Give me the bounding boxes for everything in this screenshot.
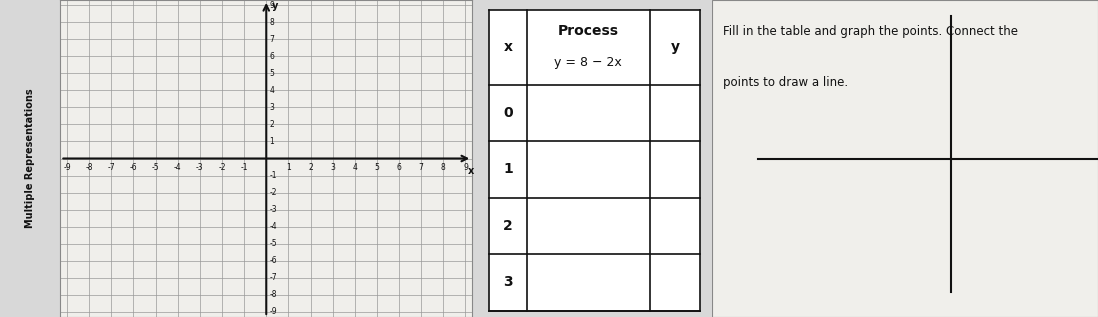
- Text: 2: 2: [309, 163, 313, 172]
- Text: 7: 7: [270, 35, 274, 44]
- Text: 9: 9: [463, 163, 468, 172]
- Text: -4: -4: [173, 163, 181, 172]
- Text: -1: -1: [270, 171, 277, 180]
- Text: 6: 6: [270, 52, 274, 61]
- Text: 5: 5: [374, 163, 380, 172]
- Text: -7: -7: [270, 273, 277, 282]
- Text: 1: 1: [270, 137, 274, 146]
- Text: 9: 9: [270, 1, 274, 10]
- Text: Fill in the table and graph the points. Connect the: Fill in the table and graph the points. …: [724, 25, 1018, 38]
- Text: -3: -3: [197, 163, 203, 172]
- Text: -6: -6: [130, 163, 137, 172]
- Text: -2: -2: [270, 188, 277, 197]
- Text: -9: -9: [64, 163, 71, 172]
- Text: 4: 4: [270, 86, 274, 95]
- Text: 3: 3: [503, 275, 513, 289]
- Text: 2: 2: [503, 219, 513, 233]
- Text: 1: 1: [285, 163, 291, 172]
- FancyBboxPatch shape: [712, 0, 1098, 317]
- Text: -9: -9: [270, 307, 277, 316]
- Text: points to draw a line.: points to draw a line.: [724, 76, 849, 89]
- Text: 3: 3: [270, 103, 274, 112]
- Text: -7: -7: [108, 163, 115, 172]
- Text: -8: -8: [270, 290, 277, 299]
- Text: -8: -8: [86, 163, 93, 172]
- Text: 5: 5: [270, 69, 274, 78]
- Text: x: x: [503, 40, 513, 54]
- Text: 7: 7: [418, 163, 424, 172]
- Text: y = 8 − 2x: y = 8 − 2x: [554, 56, 623, 69]
- Text: 6: 6: [396, 163, 402, 172]
- Text: 0: 0: [503, 106, 513, 120]
- Text: -5: -5: [152, 163, 159, 172]
- Text: 4: 4: [352, 163, 357, 172]
- Text: 1: 1: [503, 163, 513, 177]
- Text: 3: 3: [330, 163, 335, 172]
- Text: -6: -6: [270, 256, 277, 265]
- Text: -4: -4: [270, 222, 277, 231]
- Text: -5: -5: [270, 239, 277, 248]
- Text: Process: Process: [558, 23, 619, 38]
- Text: 8: 8: [441, 163, 446, 172]
- Text: -3: -3: [270, 205, 277, 214]
- Text: y: y: [272, 1, 278, 11]
- Text: 2: 2: [270, 120, 274, 129]
- Text: 8: 8: [270, 18, 274, 27]
- Text: x: x: [468, 166, 474, 176]
- Text: y: y: [671, 40, 680, 54]
- FancyBboxPatch shape: [489, 10, 701, 311]
- Text: -2: -2: [219, 163, 226, 172]
- Text: Multiple Representations: Multiple Representations: [25, 89, 35, 228]
- Text: -1: -1: [240, 163, 248, 172]
